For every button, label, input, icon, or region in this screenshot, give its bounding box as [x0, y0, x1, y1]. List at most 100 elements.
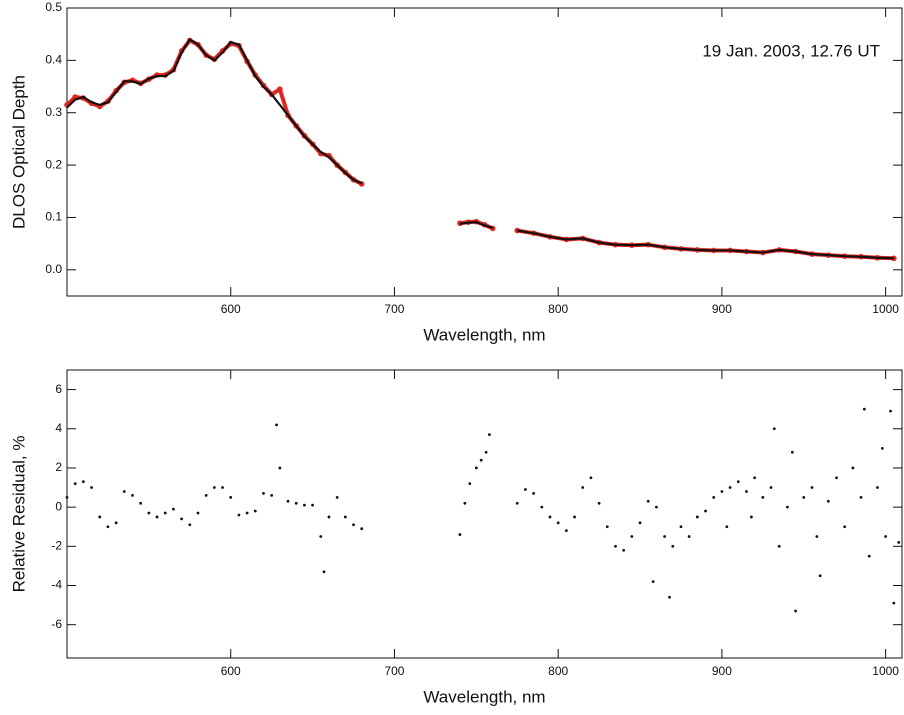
data-point [278, 466, 282, 470]
data-point [245, 511, 249, 515]
x-tick-label: 600 [221, 664, 241, 678]
data-line [517, 229, 894, 260]
data-line [459, 221, 494, 229]
data-point [352, 523, 355, 527]
y-tick-label: -6 [51, 617, 62, 631]
data-point [155, 515, 159, 519]
data-point [253, 509, 257, 513]
data-link [277, 88, 290, 116]
data-point [826, 499, 830, 503]
y-tick-label: 4 [55, 421, 62, 435]
data-point [880, 446, 884, 450]
annotation: 19 Jan. 2003, 12.76 UT [702, 41, 880, 60]
data-point [687, 535, 691, 538]
data-point [749, 515, 753, 519]
data-point [262, 492, 265, 495]
data-point [772, 427, 776, 431]
data-point [695, 515, 699, 519]
data-point [343, 515, 347, 519]
data-point [196, 511, 200, 515]
data-point [468, 482, 472, 486]
y-tick-label: 0.3 [45, 105, 62, 119]
data-point [884, 535, 888, 538]
data-point [180, 517, 184, 521]
x-axis-title: Wavelength, nm [423, 687, 545, 706]
data-point [712, 495, 716, 499]
x-tick-label: 1000 [872, 302, 899, 316]
x-tick-label: 700 [384, 664, 404, 678]
data-point [275, 423, 278, 427]
data-point [221, 486, 224, 489]
data-point [81, 480, 85, 484]
data-point [802, 495, 806, 499]
data-point [122, 490, 126, 493]
data-point [163, 511, 167, 515]
data-point [859, 495, 863, 499]
data-point [704, 509, 707, 513]
data-point [65, 495, 69, 499]
data-point [212, 486, 216, 489]
data-point [892, 601, 896, 605]
data-point [322, 570, 326, 574]
data-point [540, 505, 544, 509]
data-line [66, 38, 363, 185]
data-point [651, 580, 655, 583]
data-point [90, 486, 93, 489]
data-point [294, 501, 298, 505]
data-point [98, 515, 102, 519]
data-point [597, 501, 601, 505]
plot-frame [66, 7, 903, 297]
data-point [188, 523, 192, 527]
y-tick-label: 0 [55, 499, 62, 513]
data-point [671, 544, 675, 548]
data-point [589, 476, 593, 480]
data-point [515, 501, 519, 505]
y-tick-label: -2 [51, 538, 62, 552]
data-point [204, 493, 208, 497]
y-tick-label: 0.0 [45, 262, 62, 276]
data-point [484, 450, 488, 454]
data-point [270, 493, 274, 497]
data-point [736, 480, 740, 484]
data-point [564, 529, 568, 533]
data-point [458, 533, 462, 536]
data-point [548, 515, 552, 519]
data-point [237, 513, 241, 517]
data-point [897, 541, 901, 544]
data-point [867, 554, 871, 558]
data-point [286, 499, 290, 503]
data-point [622, 548, 626, 552]
data-point [229, 495, 233, 499]
data-point [360, 527, 364, 531]
data-point [889, 409, 892, 413]
data-point [790, 450, 794, 454]
data-point [728, 486, 732, 489]
data-link [65, 95, 77, 107]
data-point [614, 544, 617, 548]
x-tick-label: 900 [712, 664, 732, 678]
data-point [655, 505, 658, 509]
data-point [73, 482, 77, 486]
y-tick-label: 0.5 [45, 0, 62, 14]
data-point [663, 535, 666, 538]
data-point [581, 486, 585, 489]
data-point [556, 521, 560, 525]
data-point [573, 515, 576, 519]
y-tick-label: 0.2 [45, 157, 62, 171]
data-point [785, 505, 789, 509]
data-point [679, 525, 683, 529]
data-point [524, 488, 527, 491]
data-point [303, 503, 306, 507]
x-axis-title: Wavelength, nm [423, 325, 545, 344]
data-point [810, 486, 814, 489]
data-point [769, 486, 773, 489]
data-point [815, 535, 819, 538]
data-point [605, 525, 609, 529]
data-point [638, 521, 642, 525]
y-tick-label: 0.4 [45, 53, 62, 67]
y-tick-label: 0.1 [45, 210, 62, 224]
data-point [745, 490, 748, 493]
data-point [114, 521, 118, 525]
data-point [106, 525, 110, 529]
